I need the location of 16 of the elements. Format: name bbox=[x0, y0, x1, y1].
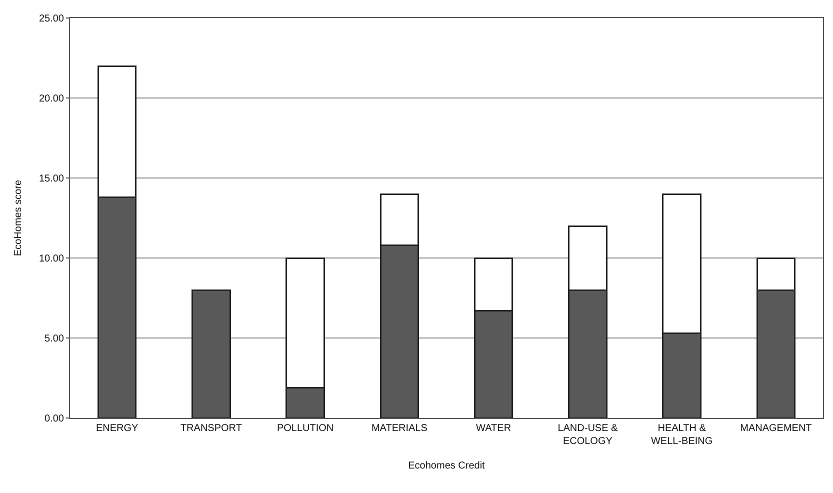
y-tick-label: 0.00 bbox=[44, 414, 64, 424]
x-tick-label: MANAGEMENT bbox=[740, 423, 812, 434]
y-tick-label: 20.00 bbox=[38, 94, 64, 104]
x-tick-label: HEALTH & WELL-BEING bbox=[650, 423, 713, 447]
x-tick-label: MATERIALS bbox=[371, 423, 428, 434]
x-tick-label: LAND-USE & ECOLOGY bbox=[558, 423, 618, 447]
y-tick-label: 10.00 bbox=[38, 254, 64, 264]
y-tick-label: 25.00 bbox=[38, 14, 64, 24]
x-tick-label: ENERGY bbox=[96, 423, 139, 434]
x-tick-label: POLLUTION bbox=[276, 423, 334, 434]
x-axis-title: Ecohomes Credit bbox=[408, 460, 486, 472]
y-tick-label: 5.00 bbox=[44, 334, 64, 344]
x-tick-label: WATER bbox=[476, 423, 512, 434]
x-tick-label: TRANSPORT bbox=[180, 423, 242, 434]
y-tick-label: 15.00 bbox=[38, 174, 64, 184]
y-axis-title: EcoHomes score bbox=[12, 179, 24, 256]
